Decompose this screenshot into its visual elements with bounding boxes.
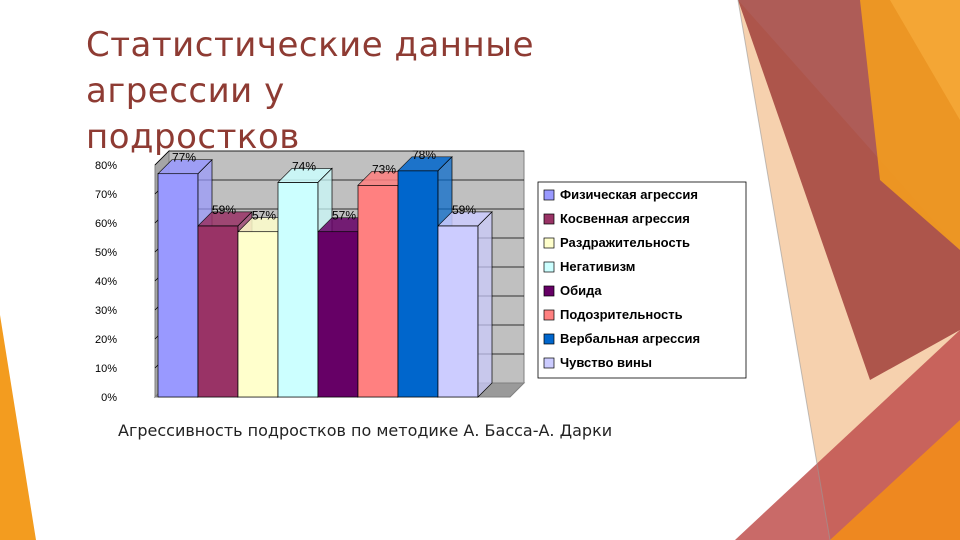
legend-label: Косвенная агрессия xyxy=(560,211,690,226)
legend-swatch xyxy=(543,189,555,201)
data-label: 59% xyxy=(452,203,476,217)
legend-box xyxy=(537,181,747,379)
data-label: 77% xyxy=(172,151,196,165)
bar-front xyxy=(437,225,479,398)
legend-swatch xyxy=(543,261,555,273)
legend-swatch xyxy=(543,213,555,225)
data-label: 59% xyxy=(212,203,236,217)
bar-front xyxy=(317,231,359,398)
slide-title-line2: подростков xyxy=(86,117,300,157)
legend-label: Раздражительность xyxy=(560,235,690,250)
deco-left-orange-strip xyxy=(0,315,36,540)
deco-orange-shape-bottom xyxy=(830,420,960,540)
y-tick-label: 60% xyxy=(95,218,117,230)
legend-swatch xyxy=(543,285,555,297)
bar-front xyxy=(237,231,279,398)
legend-label: Обида xyxy=(560,283,602,298)
y-tick-label: 40% xyxy=(95,276,117,288)
bar-front xyxy=(357,184,399,398)
data-label: 57% xyxy=(332,209,356,223)
slide-title-line1: Статистические данные агрессии у xyxy=(86,25,535,111)
legend-label: Вербальная агрессия xyxy=(560,331,700,346)
deco-line xyxy=(737,0,831,540)
y-tick-label: 20% xyxy=(95,334,117,346)
legend-swatch xyxy=(543,309,555,321)
y-tick-label: 0% xyxy=(101,392,117,404)
gridline xyxy=(154,150,524,166)
bar-side xyxy=(477,211,493,398)
y-tick-label: 30% xyxy=(95,305,117,317)
data-label: 57% xyxy=(252,209,276,223)
legend-label: Негативизм xyxy=(560,259,635,274)
chart-caption: Агрессивность подростков по методике А. … xyxy=(118,421,613,440)
bar-front xyxy=(397,170,439,398)
legend-label: Физическая агрессия xyxy=(560,187,698,202)
bar-front xyxy=(277,182,319,398)
deco-orange-shape-top xyxy=(860,0,960,250)
data-label: 74% xyxy=(292,159,316,173)
y-tick-label: 80% xyxy=(95,160,117,172)
bar-chart: 0% 10% 20% 30% 40% 50% 60% 70% 80% 77% 59% 57% 74% 57… xyxy=(95,148,747,404)
bar-front xyxy=(197,225,239,398)
y-tick-label: 10% xyxy=(95,363,117,375)
legend-swatch xyxy=(543,237,555,249)
data-label: 73% xyxy=(372,162,396,176)
y-tick-label: 70% xyxy=(95,189,117,201)
legend-label: Подозрительность xyxy=(560,307,683,322)
legend-label: Чувство вины xyxy=(560,355,652,370)
data-label: 78% xyxy=(412,148,436,162)
y-tick-label: 50% xyxy=(95,247,117,259)
bar-front xyxy=(157,173,199,398)
legend-swatch xyxy=(543,333,555,345)
slide-title: Статистические данные агрессии у подрост… xyxy=(86,22,706,160)
bar xyxy=(437,211,493,398)
legend-swatch xyxy=(543,357,555,369)
